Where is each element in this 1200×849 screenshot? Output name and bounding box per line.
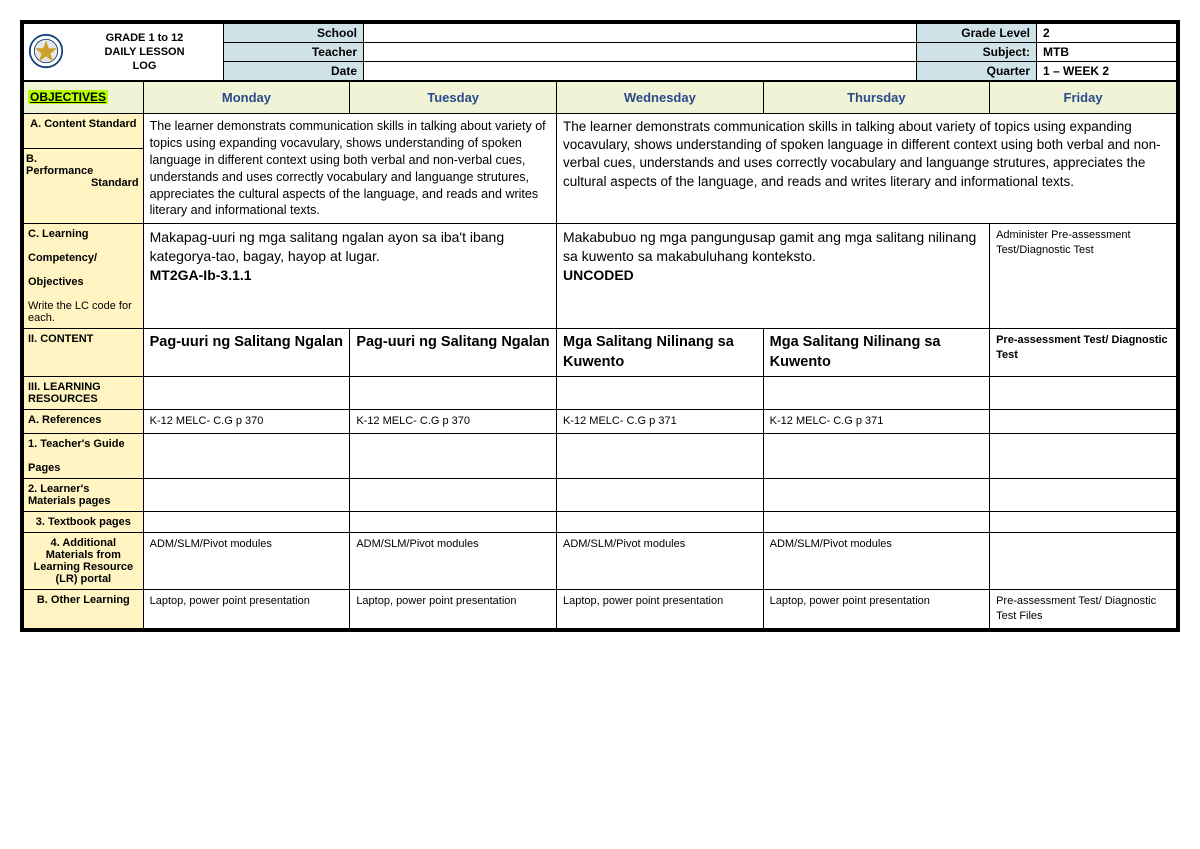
lm-fri <box>990 479 1177 512</box>
lc-l3: Objectives <box>28 276 84 288</box>
tg-thu <box>763 434 989 479</box>
standard-right: The learner demonstrats communication sk… <box>556 114 1176 224</box>
tb-wed <box>556 512 763 533</box>
am-thu: ADM/SLM/Pivot modules <box>763 533 989 590</box>
lc-l2: Competency/ <box>28 252 97 264</box>
row-performance-standard: B.PerformanceStandard <box>24 149 144 224</box>
tg-l1: 1. Teacher's Guide <box>28 438 125 450</box>
day-tuesday: Tuesday <box>350 82 557 114</box>
competency-mid-code: UNCODED <box>563 267 634 283</box>
lesson-log-table: GRADE 1 to 12 DAILY LESSON LOG School Gr… <box>20 20 1180 632</box>
tg-l2: Pages <box>28 462 60 474</box>
row-learning-resources: III. LEARNING RESOURCES <box>24 377 144 410</box>
value-quarter: 1 – WEEK 2 <box>1037 62 1177 81</box>
value-subject: MTB <box>1037 43 1177 62</box>
lr-fri <box>990 377 1177 410</box>
content-wed: Mga Salitang Nilinang sa Kuwento <box>556 329 763 377</box>
lm-thu <box>763 479 989 512</box>
other-wed: Laptop, power point presentation <box>556 590 763 629</box>
value-date <box>364 62 917 81</box>
standard-left: The learner demonstrats communication sk… <box>143 114 556 224</box>
value-teacher <box>364 43 917 62</box>
competency-fri: Administer Pre-assessment Test/Diagnosti… <box>990 224 1177 329</box>
competency-mid-text: Makabubuo ng mga pangungusap gamit ang m… <box>563 229 976 264</box>
row-learning-competency: C. Learning Competency/ Objectives Write… <box>24 224 144 329</box>
lr-thu <box>763 377 989 410</box>
label-date: Date <box>224 62 364 81</box>
lr-mon <box>143 377 350 410</box>
refs-wed: K-12 MELC- C.G p 371 <box>556 410 763 434</box>
tb-thu <box>763 512 989 533</box>
day-thursday: Thursday <box>763 82 989 114</box>
content-tue: Pag-uuri ng Salitang Ngalan <box>350 329 557 377</box>
title-cell: GRADE 1 to 12 DAILY LESSON LOG <box>24 24 224 81</box>
tb-tue <box>350 512 557 533</box>
content-fri: Pre-assessment Test/ Diagnostic Test <box>990 329 1177 377</box>
row-references: A. References <box>24 410 144 434</box>
row-other-learning: B. Other Learning <box>24 590 144 629</box>
other-mon: Laptop, power point presentation <box>143 590 350 629</box>
competency-mid: Makabubuo ng mga pangungusap gamit ang m… <box>556 224 989 329</box>
label-school: School <box>224 24 364 43</box>
label-grade-level: Grade Level <box>917 24 1037 43</box>
other-tue: Laptop, power point presentation <box>350 590 557 629</box>
competency-left: Makapag-uuri ng mga salitang ngalan ayon… <box>143 224 556 329</box>
refs-tue: K-12 MELC- C.G p 370 <box>350 410 557 434</box>
refs-mon: K-12 MELC- C.G p 370 <box>143 410 350 434</box>
value-grade-level: 2 <box>1037 24 1177 43</box>
deped-seal-icon <box>28 33 64 69</box>
row-additional-materials: 4. Additional Materials from Learning Re… <box>24 533 144 590</box>
refs-thu: K-12 MELC- C.G p 371 <box>763 410 989 434</box>
refs-fri <box>990 410 1177 434</box>
objectives-label-cell: OBJECTIVES <box>24 82 144 114</box>
label-subject: Subject: <box>917 43 1037 62</box>
day-monday: Monday <box>143 82 350 114</box>
tg-tue <box>350 434 557 479</box>
content-thu: Mga Salitang Nilinang sa Kuwento <box>763 329 989 377</box>
tg-mon <box>143 434 350 479</box>
lr-wed <box>556 377 763 410</box>
content-mon: Pag-uuri ng Salitang Ngalan <box>143 329 350 377</box>
lc-l1: C. Learning <box>28 228 89 240</box>
lr-tue <box>350 377 557 410</box>
am-fri <box>990 533 1177 590</box>
tg-wed <box>556 434 763 479</box>
other-thu: Laptop, power point presentation <box>763 590 989 629</box>
am-tue: ADM/SLM/Pivot modules <box>350 533 557 590</box>
day-friday: Friday <box>990 82 1177 114</box>
row-content-standard: A. Content Standard <box>24 114 144 149</box>
label-teacher: Teacher <box>224 43 364 62</box>
title-line1: GRADE 1 to 12 <box>106 32 184 44</box>
title-line3: LOG <box>133 60 157 72</box>
tg-fri <box>990 434 1177 479</box>
lm-tue <box>350 479 557 512</box>
title-line2: DAILY LESSON <box>104 46 184 58</box>
main-grid: OBJECTIVES Monday Tuesday Wednesday Thur… <box>23 81 1177 629</box>
lm-wed <box>556 479 763 512</box>
row-content: II. CONTENT <box>24 329 144 377</box>
tb-fri <box>990 512 1177 533</box>
lm-mon <box>143 479 350 512</box>
other-fri: Pre-assessment Test/ Diagnostic Test Fil… <box>990 590 1177 629</box>
row-learners-materials: 2. Learner's Materials pages <box>24 479 144 512</box>
header-table: GRADE 1 to 12 DAILY LESSON LOG School Gr… <box>23 23 1177 81</box>
am-wed: ADM/SLM/Pivot modules <box>556 533 763 590</box>
objectives-label: OBJECTIVES <box>28 90 108 104</box>
day-wednesday: Wednesday <box>556 82 763 114</box>
am-mon: ADM/SLM/Pivot modules <box>143 533 350 590</box>
tb-mon <box>143 512 350 533</box>
row-textbook: 3. Textbook pages <box>24 512 144 533</box>
row-teachers-guide: 1. Teacher's Guide Pages <box>24 434 144 479</box>
competency-left-code: MT2GA-Ib-3.1.1 <box>150 267 252 283</box>
competency-left-text: Makapag-uuri ng mga salitang ngalan ayon… <box>150 229 504 264</box>
lc-l4: Write the LC code for each. <box>28 300 132 324</box>
value-school <box>364 24 917 43</box>
day-header-row: OBJECTIVES Monday Tuesday Wednesday Thur… <box>24 82 1177 114</box>
label-quarter: Quarter <box>917 62 1037 81</box>
